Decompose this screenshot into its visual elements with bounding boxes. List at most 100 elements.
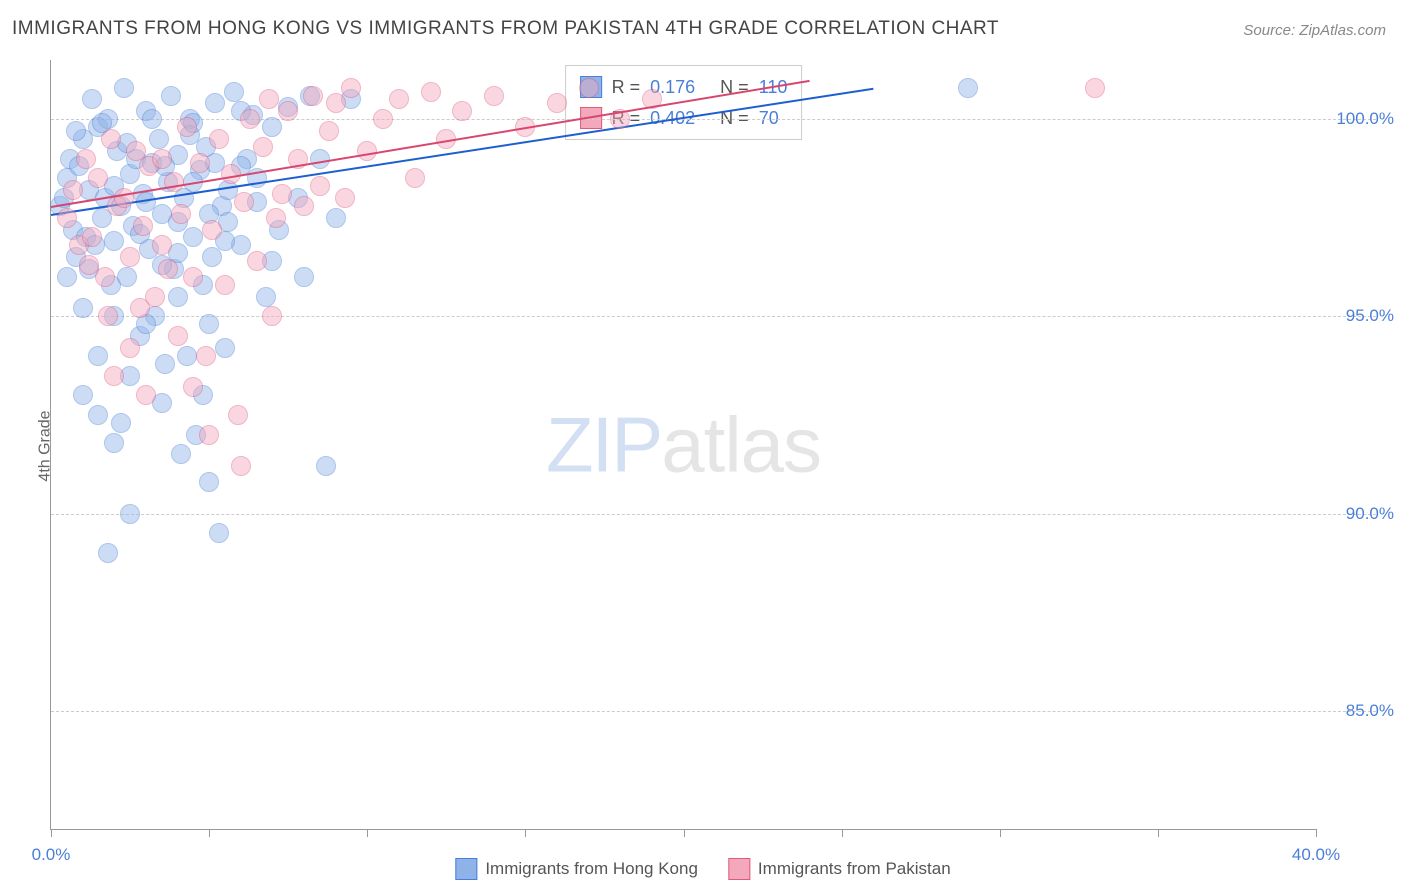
data-point — [224, 82, 244, 102]
data-point — [88, 346, 108, 366]
x-tick-label: 0.0% — [32, 845, 71, 865]
data-point — [357, 141, 377, 161]
data-point — [405, 168, 425, 188]
data-point — [183, 377, 203, 397]
data-point — [82, 89, 102, 109]
data-point — [149, 129, 169, 149]
data-point — [262, 306, 282, 326]
data-point — [262, 117, 282, 137]
data-point — [958, 78, 978, 98]
data-point — [247, 251, 267, 271]
n-label: N = — [720, 72, 749, 103]
data-point — [421, 82, 441, 102]
data-point — [57, 208, 77, 228]
data-point — [234, 192, 254, 212]
x-tick — [209, 829, 210, 837]
data-point — [310, 149, 330, 169]
y-tick-label: 100.0% — [1336, 109, 1394, 129]
data-point — [152, 149, 172, 169]
data-point — [177, 117, 197, 137]
data-point — [389, 89, 409, 109]
chart-title: IMMIGRANTS FROM HONG KONG VS IMMIGRANTS … — [12, 18, 999, 40]
data-point — [316, 456, 336, 476]
data-point — [452, 101, 472, 121]
data-point — [88, 168, 108, 188]
data-point — [73, 385, 93, 405]
data-point — [101, 129, 121, 149]
data-point — [231, 456, 251, 476]
n-value-pk: 70 — [759, 103, 779, 134]
legend-row-hk: R = 0.176 N = 110 — [580, 72, 788, 103]
watermark: ZIPatlas — [546, 399, 821, 490]
x-tick — [1000, 829, 1001, 837]
data-point — [130, 298, 150, 318]
data-point — [73, 298, 93, 318]
data-point — [79, 255, 99, 275]
data-point — [215, 338, 235, 358]
data-point — [120, 504, 140, 524]
data-point — [114, 188, 134, 208]
data-point — [98, 306, 118, 326]
data-point — [76, 149, 96, 169]
data-point — [294, 196, 314, 216]
data-point — [319, 121, 339, 141]
data-point — [82, 227, 102, 247]
data-point — [278, 101, 298, 121]
data-point — [183, 267, 203, 287]
data-point — [240, 109, 260, 129]
data-point — [120, 338, 140, 358]
data-point — [373, 109, 393, 129]
data-point — [57, 267, 77, 287]
x-tick — [684, 829, 685, 837]
y-tick-label: 90.0% — [1346, 504, 1394, 524]
data-point — [136, 385, 156, 405]
source-attribution: Source: ZipAtlas.com — [1243, 22, 1386, 39]
legend-item-hk: Immigrants from Hong Kong — [455, 858, 698, 880]
data-point — [272, 184, 292, 204]
gridline — [51, 711, 1376, 712]
data-point — [199, 425, 219, 445]
watermark-atlas: atlas — [661, 400, 821, 488]
data-point — [168, 287, 188, 307]
data-point — [142, 109, 162, 129]
data-point — [95, 267, 115, 287]
data-point — [164, 172, 184, 192]
data-point — [66, 121, 86, 141]
source-link[interactable]: ZipAtlas.com — [1299, 22, 1386, 39]
data-point — [152, 235, 172, 255]
swatch-pk-bottom — [728, 858, 750, 880]
gridline — [51, 316, 1376, 317]
data-point — [579, 78, 599, 98]
data-point — [209, 129, 229, 149]
data-point — [104, 433, 124, 453]
data-point — [161, 86, 181, 106]
data-point — [215, 275, 235, 295]
x-tick — [525, 829, 526, 837]
data-point — [310, 176, 330, 196]
x-tick — [367, 829, 368, 837]
data-point — [199, 472, 219, 492]
data-point — [547, 93, 567, 113]
series-name-pk: Immigrants from Pakistan — [758, 859, 951, 879]
data-point — [114, 78, 134, 98]
data-point — [155, 354, 175, 374]
data-point — [484, 86, 504, 106]
data-point — [205, 93, 225, 113]
data-point — [326, 93, 346, 113]
data-point — [111, 413, 131, 433]
data-point — [133, 216, 153, 236]
bottom-legend: Immigrants from Hong Kong Immigrants fro… — [455, 858, 950, 880]
data-point — [199, 314, 219, 334]
data-point — [256, 287, 276, 307]
data-point — [266, 208, 286, 228]
y-tick-label: 85.0% — [1346, 701, 1394, 721]
data-point — [98, 543, 118, 563]
x-tick-label: 40.0% — [1292, 845, 1340, 865]
scatter-plot-area: ZIPatlas R = 0.176 N = 110 R = 0.402 N =… — [50, 60, 1316, 830]
x-tick — [51, 829, 52, 837]
data-point — [171, 204, 191, 224]
y-tick-label: 95.0% — [1346, 306, 1394, 326]
source-prefix: Source: — [1243, 22, 1299, 39]
data-point — [88, 405, 108, 425]
data-point — [168, 326, 188, 346]
